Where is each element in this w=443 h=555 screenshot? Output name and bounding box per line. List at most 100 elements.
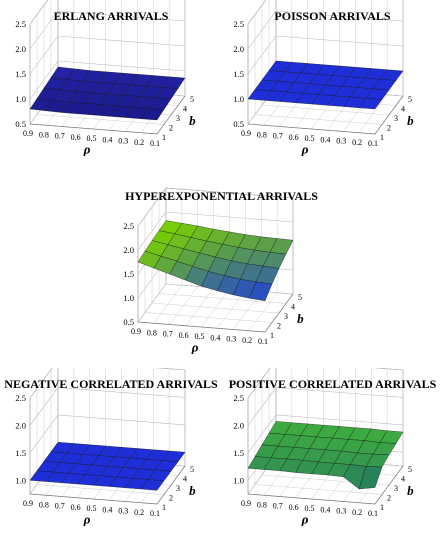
x-tick-label: 0.2: [134, 138, 144, 147]
z-tick-label: 2.0: [233, 44, 244, 54]
x-tick-label: 0.3: [336, 137, 346, 146]
z-tick-label: 2.5: [15, 19, 26, 29]
gridline: [36, 484, 165, 495]
z-tick-label: 1.0: [15, 475, 26, 485]
x-tick-label: 0.1: [368, 139, 378, 148]
z-tick-label: 0.5: [233, 119, 244, 129]
z-axis: 0.5 1.0 1.5 2.0 2.5: [15, 19, 26, 129]
x-tick-label: 0.3: [118, 137, 128, 146]
y-axis-label: b: [189, 483, 196, 498]
x-tick-label: 0.6: [71, 503, 81, 512]
y-tick-label: 4: [401, 475, 405, 484]
y-tick-label: 5: [408, 465, 412, 474]
x-tick-label: 0.4: [102, 505, 112, 514]
chart-erlang: ERLANG ARRIVALS 0.5 1.0 1.5 2.0 2.5 0.9 0.8 0.7…: [0, 0, 222, 180]
y-axis-label: b: [297, 311, 304, 326]
z-tick-label: 1.0: [233, 94, 244, 104]
x-tick-label: 0.8: [39, 130, 49, 139]
x-tick-label: 0.2: [352, 138, 362, 147]
x-axis: 0.9 0.8 0.7 0.6 0.5 0.4 0.3 0.2 0.1 ρ: [23, 129, 160, 157]
y-tick-label: 2: [169, 494, 173, 503]
x-tick-label: 0.7: [273, 132, 283, 141]
gridline: [36, 114, 165, 125]
z-tick-label: 1.5: [15, 69, 26, 79]
x-tick-label: 0.6: [289, 503, 299, 512]
z-tick-label: 1.0: [233, 475, 244, 485]
y-tick-label: 3: [394, 484, 398, 493]
z-tick-label: 2.0: [123, 245, 134, 255]
y-tick-label: 4: [183, 105, 187, 114]
z-axis: 1.0 1.5 2.0 2.5: [15, 393, 26, 485]
floor-edge: [29, 95, 186, 135]
x-tick-label: 0.5: [87, 134, 97, 143]
chart-title: ERLANG ARRIVALS: [53, 9, 169, 23]
x-tick-label: 0.7: [273, 502, 283, 511]
x-tick-label: 0.1: [150, 509, 160, 518]
x-tick-label: 0.7: [163, 330, 173, 339]
z-tick-label: 2.0: [233, 420, 244, 430]
x-tick-label: 0.2: [242, 336, 252, 345]
surface-patch: [358, 466, 383, 490]
x-tick-label: 0.4: [320, 135, 330, 144]
z-tick-label: 1.5: [233, 69, 244, 79]
z-tick-label: 2.5: [15, 393, 26, 403]
y-axis-label: b: [189, 113, 196, 128]
z-axis: 0.5 1.0 1.5 2.0 2.5: [233, 19, 244, 129]
y-tick-label: 5: [408, 95, 412, 104]
chart-plot: 0.51.01.52.02.50.9 0.8 0.7 0.6 0.5 0.4 0.3 0.2 0…: [123, 187, 304, 355]
z-tick-label: 1.0: [123, 293, 134, 303]
y-tick-label: 2: [387, 494, 391, 503]
x-axis-label: ρ: [301, 512, 309, 527]
gridline: [158, 293, 287, 304]
chart-positive-correlated: POSITIVE CORRELATED ARRIVALS 1.0 1.5 2.0 2.…: [222, 359, 443, 550]
x-tick-label: 0.6: [71, 133, 81, 142]
chart-plot: 1.0 1.5 2.0 2.5 0.9 0.8 0.7 0.6 0.5 0.4 0.3 0.2 0.1 ρ…: [233, 359, 414, 527]
surface: [137, 220, 294, 301]
y-tick-label: 1: [380, 133, 384, 142]
y-tick-label: 5: [298, 293, 302, 302]
x-tick-label: 0.7: [55, 132, 65, 141]
z-tick-label: 0.5: [15, 119, 26, 129]
z-tick-label: 2.5: [233, 19, 244, 29]
gridline: [261, 104, 390, 116]
surface-patch: [140, 479, 165, 491]
x-tick-label: 0.9: [131, 327, 141, 336]
y-axis-label: b: [407, 483, 414, 498]
grid: [29, 359, 186, 505]
floor-edge: [247, 465, 404, 505]
x-tick-label: 0.3: [336, 507, 346, 516]
surface-patch: [358, 98, 383, 110]
z-tick-label: 2.0: [15, 44, 26, 54]
y-tick-label: 1: [270, 331, 274, 340]
x-tick-label: 0.4: [102, 135, 112, 144]
surface: [29, 442, 186, 491]
y-tick-label: 3: [176, 484, 180, 493]
chart-plot: 0.51.01.52.02.50.9 0.8 0.7 0.6 0.5 0.4 0.3 0.2 0…: [233, 0, 414, 157]
x-axis-label: ρ: [191, 340, 199, 355]
x-tick-label: 0.5: [195, 332, 205, 341]
x-tick-label: 0.8: [257, 130, 267, 139]
x-axis-label: ρ: [301, 142, 309, 157]
gridline: [254, 114, 383, 125]
x-tick-label: 0.1: [150, 139, 160, 148]
gridline: [144, 312, 273, 323]
z-tick-label: 2.5: [233, 393, 244, 403]
z-tick-label: 1.5: [233, 448, 244, 458]
x-tick-label: 0.4: [320, 505, 330, 514]
y-tick-label: 2: [387, 124, 391, 133]
surface: [29, 66, 186, 121]
x-axis: 0.9 0.8 0.7 0.6 0.5 0.4 0.3 0.2 0.1 ρ: [131, 327, 268, 355]
x-axis: 0.9 0.8 0.7 0.6 0.5 0.4 0.3 0.2 0.1 ρ: [241, 499, 378, 527]
z-tick-label: 2.5: [123, 221, 134, 231]
floor-edge: [247, 95, 404, 135]
x-tick-label: 0.9: [241, 499, 251, 508]
chart-title: NEGATIVE CORRELATED ARRIVALS: [4, 377, 218, 391]
gridline: [254, 484, 383, 495]
x-tick-label: 0.1: [368, 509, 378, 518]
x-axis-label: ρ: [83, 142, 91, 157]
surface-patch: [140, 108, 165, 121]
y-tick-label: 4: [183, 475, 187, 484]
